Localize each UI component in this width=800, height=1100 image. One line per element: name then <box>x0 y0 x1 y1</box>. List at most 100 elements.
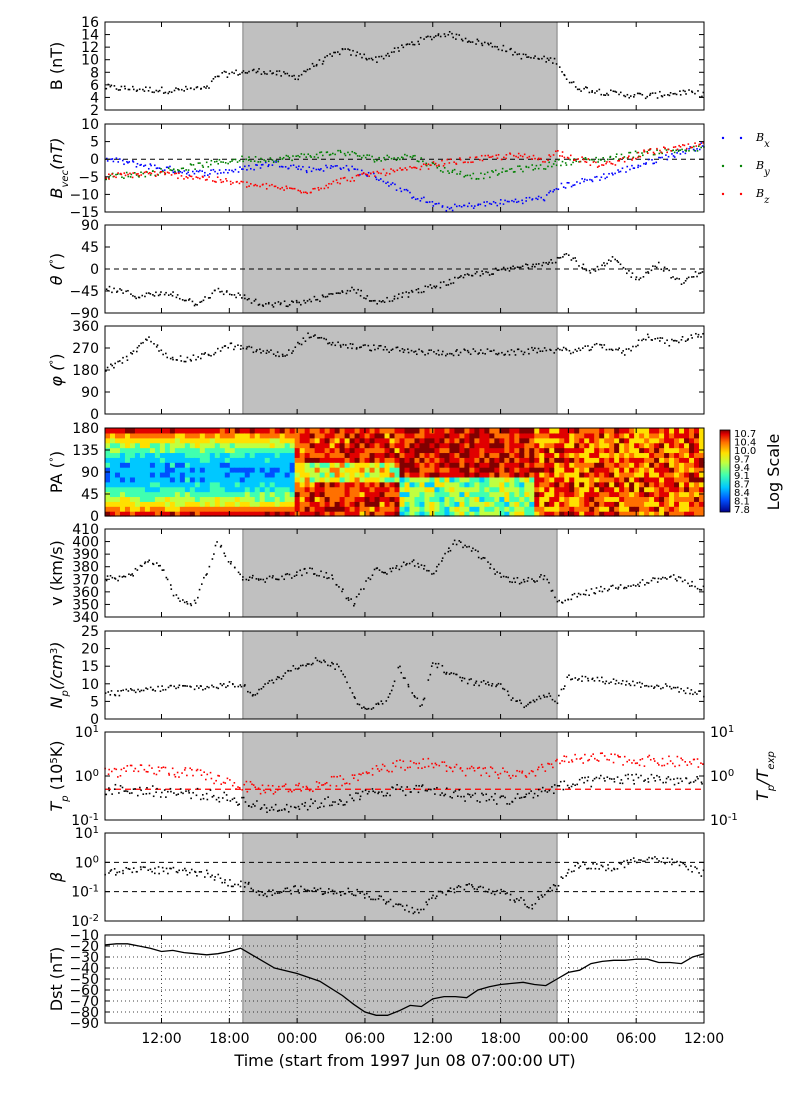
data-point <box>414 696 416 698</box>
spectrogram-cell <box>524 442 530 449</box>
spectrogram-cell <box>669 462 675 468</box>
spectrogram-cell <box>224 476 231 483</box>
data-point <box>148 792 151 795</box>
data-point <box>488 274 491 276</box>
spectrogram-cell <box>159 442 166 449</box>
data-point <box>414 154 416 157</box>
spectrogram-cell <box>439 467 446 473</box>
data-point <box>676 579 678 582</box>
spectrogram-cell <box>544 511 550 517</box>
data-point <box>223 70 226 73</box>
spectrogram-cell <box>494 511 500 517</box>
spectrogram-cell <box>609 511 615 517</box>
data-point <box>436 666 439 669</box>
spectrogram-cell <box>334 437 341 444</box>
spectrogram-cell <box>379 447 386 454</box>
data-point <box>222 180 225 183</box>
data-point <box>214 170 216 173</box>
spectrogram-cell <box>539 447 545 454</box>
spectrogram-cell <box>464 472 470 478</box>
data-point <box>448 207 451 210</box>
spectrogram-cell <box>414 462 421 468</box>
data-point <box>227 346 230 349</box>
spectrogram-cell <box>454 496 461 502</box>
spectrogram-cell <box>519 432 525 439</box>
data-point <box>282 675 285 677</box>
spectrogram-cell <box>209 467 216 473</box>
data-point <box>209 297 211 299</box>
data-point <box>282 355 284 358</box>
data-point <box>701 95 703 98</box>
data-point <box>374 348 376 351</box>
data-point <box>686 687 689 689</box>
spectrogram-cell <box>659 452 665 458</box>
spectrogram-cell <box>579 452 585 458</box>
spectrogram-cell <box>689 447 695 454</box>
data-point <box>382 57 385 60</box>
spectrogram-cell <box>134 496 141 502</box>
data-point <box>412 155 415 157</box>
spectrogram-cell <box>604 496 610 502</box>
data-point <box>429 284 432 286</box>
data-point <box>129 687 132 690</box>
data-point <box>147 89 150 92</box>
data-point <box>434 162 437 165</box>
spectrogram-cell <box>434 476 441 483</box>
spectrogram-cell <box>244 491 251 498</box>
data-point <box>655 266 658 269</box>
data-point <box>250 346 253 349</box>
spectrogram-cell <box>589 467 595 473</box>
data-point <box>398 568 401 571</box>
spectrogram-cell <box>509 457 515 463</box>
spectrogram-cell <box>504 496 510 502</box>
data-point <box>684 579 686 581</box>
spectrogram-cell <box>409 506 416 512</box>
data-point <box>401 296 403 298</box>
data-point <box>617 682 620 684</box>
data-point <box>366 173 369 176</box>
spectrogram-cell <box>324 506 331 512</box>
spectrogram-cell <box>354 452 361 458</box>
spectrogram-cell <box>474 452 480 458</box>
spectrogram-cell <box>414 472 421 478</box>
data-point <box>388 185 390 187</box>
data-point <box>588 91 591 94</box>
data-point <box>501 171 503 173</box>
data-point <box>144 561 147 563</box>
data-point <box>388 156 390 158</box>
data-point <box>174 172 176 175</box>
spectrogram-cell <box>514 452 520 458</box>
spectrogram-cell <box>684 447 690 454</box>
spectrogram-cell <box>164 501 171 507</box>
data-point <box>691 276 693 278</box>
spectrogram-cell <box>604 467 610 473</box>
data-point <box>477 556 480 559</box>
spectrogram-cell <box>224 501 231 507</box>
spectrogram-cell <box>449 462 456 468</box>
spectrogram-cell <box>164 462 171 468</box>
data-point <box>242 576 244 578</box>
spectrogram-cell <box>214 506 221 512</box>
spectrogram-cell <box>629 476 635 483</box>
data-point <box>118 360 121 362</box>
data-point <box>421 704 423 706</box>
spectrogram-cell <box>254 467 261 473</box>
spectrogram-cell <box>239 432 246 439</box>
data-point <box>156 344 159 346</box>
data-point <box>477 40 480 42</box>
data-point <box>149 163 152 165</box>
spectrogram-cell <box>139 452 146 458</box>
data-point <box>384 571 387 574</box>
data-point <box>294 346 297 349</box>
data-point <box>161 791 163 794</box>
data-point <box>506 170 508 172</box>
data-point <box>390 349 393 352</box>
data-point <box>174 170 176 173</box>
data-point <box>259 167 262 169</box>
data-point <box>460 205 463 208</box>
spectrogram-cell <box>574 476 580 483</box>
spectrogram-cell <box>369 457 376 463</box>
data-point <box>468 40 470 43</box>
data-point <box>409 165 411 168</box>
spectrogram-cell <box>154 472 161 478</box>
